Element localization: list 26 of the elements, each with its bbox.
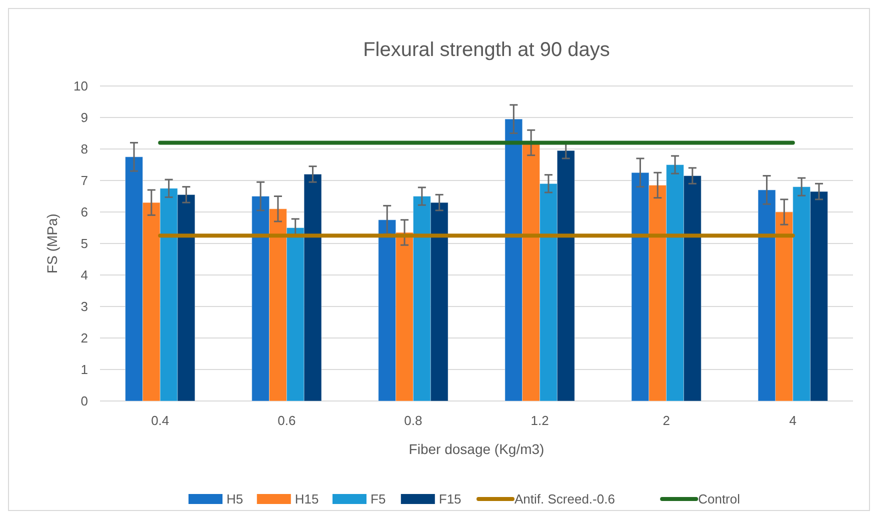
y-tick-label: 0: [80, 394, 88, 409]
x-tick-label: 0.8: [404, 413, 422, 428]
x-axis-title: Fiber dosage (Kg/m3): [408, 441, 544, 457]
y-tick-label: 5: [80, 236, 88, 252]
legend-label: F15: [438, 492, 462, 507]
y-tick-label: 9: [80, 110, 88, 126]
y-tick-label: 7: [80, 173, 88, 188]
y-axis-title: FS (MPa): [44, 214, 60, 274]
y-tick-label: 4: [80, 268, 88, 283]
y-tick-label: 3: [80, 299, 88, 314]
x-tick-label: 2: [662, 413, 670, 428]
legend-label: H15: [294, 492, 319, 507]
y-tick-label: 2: [80, 330, 88, 346]
y-tick-label: 10: [74, 78, 88, 94]
legend-label: H5: [226, 492, 244, 507]
chart-title: Flexural strength at 90 days: [363, 39, 610, 61]
x-tick-label: 4: [789, 413, 797, 428]
y-tick-label: 8: [80, 142, 88, 157]
legend-label: F5: [370, 492, 386, 507]
legend-label: Control: [698, 492, 740, 507]
legend-label: Antif. Screed.-0.6: [514, 492, 615, 507]
x-tick-label: 1.2: [530, 413, 549, 428]
x-tick-label: 0.4: [151, 413, 170, 428]
x-tick-label: 0.6: [278, 413, 296, 428]
y-tick-label: 6: [80, 204, 88, 220]
y-tick-label: 1: [80, 362, 88, 378]
